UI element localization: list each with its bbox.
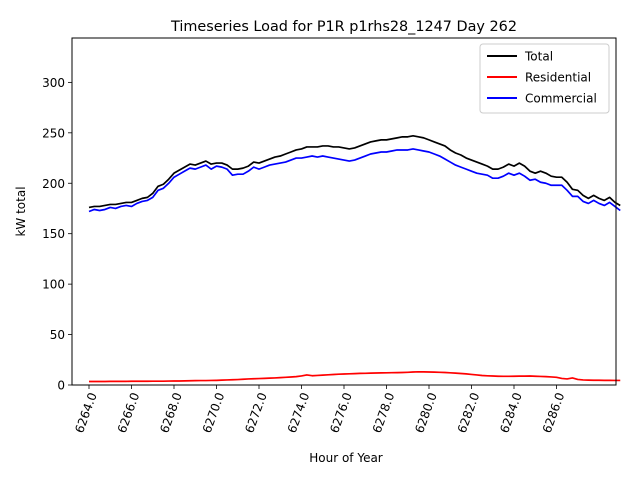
y-tick-label: 50 [50, 328, 65, 342]
legend-label-total: Total [524, 50, 553, 64]
legend-label-commercial: Commercial [525, 92, 597, 106]
plot-lines [88, 135, 621, 383]
series-line-total [88, 135, 621, 209]
series-line-commercial [88, 148, 621, 213]
y-tick-label: 300 [42, 76, 65, 90]
legend: Total Residential Commercial [479, 43, 610, 114]
legend-label-residential: Residential [525, 71, 591, 85]
chart-title: Timeseries Load for P1R p1rhs28_1247 Day… [170, 19, 517, 35]
y-tick-label: 250 [42, 126, 65, 140]
y-axis-ticks: 0 50 100 150 200 250 300 [42, 76, 72, 393]
series-line-residential [89, 370, 621, 383]
y-tick-label: 0 [57, 379, 65, 393]
y-axis-label: kW total [14, 186, 28, 236]
y-tick-label: 100 [42, 278, 65, 292]
y-tick-label: 150 [42, 227, 65, 241]
x-axis-label: Hour of Year [309, 451, 383, 465]
y-tick-label: 200 [42, 177, 65, 191]
legend-box [479, 43, 610, 114]
